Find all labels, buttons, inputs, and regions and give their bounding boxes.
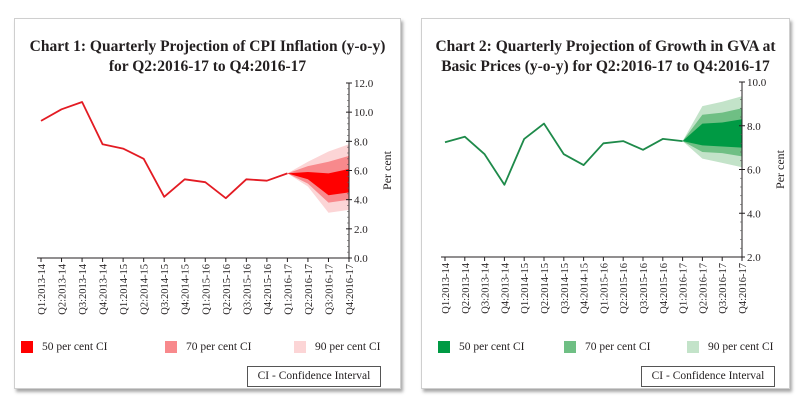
legend-label-70-ci: 70 per cent CI [186,341,252,353]
x-tick-label: Q2:2014-15 [540,263,551,314]
legend-label-70-ci: 70 per cent CI [585,341,651,353]
fan-band-50-ci [287,169,349,196]
legend-label-90-ci: 90 per cent CI [708,341,774,353]
y-tick-label: 10.0 [354,107,374,119]
x-tick-label: Q4:2015-16 [263,264,274,315]
x-tick-label: Q4:2013-14 [500,262,511,313]
x-tick-label: Q3:2014-15 [160,264,171,315]
x-tick-label: Q2:2016-17 [304,264,315,315]
x-tick-label: Q2:2013-14 [58,263,69,314]
y-tick-label: 8.0 [354,136,368,148]
chart-1-panel: Chart 1: Quarterly Projection of CPI Inf… [14,18,401,389]
legend-item-70-ci: 70 per cent CI [564,341,650,353]
y-tick-label: 4.0 [354,195,368,207]
x-tick-label: Q1:2016-17 [283,264,294,315]
x-tick-label: Q2:2016-17 [698,263,709,314]
y-axis-label: Per cent [773,149,787,189]
legend-swatch-90-ci [687,341,699,353]
x-tick-label: Q3:2015-16 [639,263,650,314]
x-tick-label: Q1:2013-14 [37,263,48,314]
chart-2-title-line-1: Chart 2: Quarterly Projection of Growth … [435,38,776,55]
x-tick-label: Q3:2016-17 [718,263,729,314]
x-tick-label: Q1:2015-16 [599,263,610,314]
x-tick-label: Q4:2015-16 [659,263,670,314]
legend-swatch-90-ci [294,341,306,353]
y-tick-label: 4.0 [747,208,761,220]
fan-band-50-ci [682,119,742,148]
x-tick-label: Q3:2016-17 [325,264,336,315]
legend-item-90-ci: 90 per cent CI [294,341,380,353]
legend-item-50-ci: 50 per cent CI [21,341,107,353]
legend-item-90-ci: 90 per cent CI [687,341,773,353]
y-tick-label: 0.0 [354,253,368,265]
chart-1-ci-note: CI - Confidence Interval [247,366,381,387]
y-tick-label: 6.0 [354,166,368,178]
y-tick-label: 2.0 [747,252,761,264]
legend-swatch-50-ci [21,341,33,353]
chart-1-title-line-1: Chart 1: Quarterly Projection of CPI Inf… [29,38,386,55]
y-tick-label: 12.0 [354,78,374,90]
chart-2-title: Chart 2: Quarterly Projection of Growth … [422,37,789,77]
legend-item-70-ci: 70 per cent CI [165,341,251,353]
legend-item-50-ci: 50 per cent CI [438,341,524,353]
x-tick-label: Q1:2016-17 [679,263,690,314]
x-tick-label: Q2:2015-16 [619,263,630,314]
legend-label-50-ci: 50 per cent CI [42,341,108,353]
legend-label-90-ci: 90 per cent CI [315,341,381,353]
chart-1-title: Chart 1: Quarterly Projection of CPI Inf… [15,37,400,77]
x-tick-label: Q3:2013-14 [78,263,89,314]
x-tick-label: Q4:2013-14 [99,263,110,314]
x-tick-label: Q3:2014-15 [560,263,571,314]
legend-swatch-50-ci [438,341,450,353]
x-tick-label: Q2:2015-16 [222,264,233,315]
chart-1-title-line-2: for Q2:2016-17 to Q4:2016-17 [108,58,307,75]
x-tick-label: Q4:2014-15 [580,263,591,314]
chart-2-ci-note: CI - Confidence Interval [641,366,775,387]
y-axis-label: Per cent [380,150,394,190]
x-tick-label: Q3:2015-16 [242,264,253,315]
chart-2-plot: Q1:2013-14 Q2:2013-14 Q3:2013-14 Q4:2013-14… [441,77,787,314]
series-line-actual [40,101,288,200]
x-tick-label: Q2:2014-15 [140,264,151,315]
x-tick-label: Q2:2013-14 [461,262,472,313]
x-tick-label: Q1:2014-15 [119,264,130,315]
chart-2-legend: 50 per cent CI 70 per cent CI 90 per cen… [422,341,789,357]
x-tick-label: Q1:2013-14 [441,262,452,313]
y-tick-label: 6.0 [747,165,761,177]
x-tick-label: Q1:2015-16 [201,264,212,315]
chart-1-plot: Q1:2013-14 Q2:2013-14 Q3:2013-14 Q4:2013-14… [37,78,394,315]
legend-swatch-70-ci [564,341,576,353]
x-tick-label: Q1:2014-15 [520,263,531,314]
y-tick-label: 2.0 [354,224,368,236]
x-tick-label: Q3:2013-14 [481,262,492,313]
series-line-actual [444,122,683,186]
chart-2-title-line-2: Basic Prices (y-o-y) for Q2:2016-17 to Q… [441,58,770,75]
legend-label-50-ci: 50 per cent CI [459,341,525,353]
chart-2-panel: Chart 2: Quarterly Projection of Growth … [421,18,790,389]
x-tick-label: Q4:2016-17 [345,264,356,315]
y-tick-label: 8.0 [747,121,761,133]
y-tick-label: 10.0 [747,77,767,89]
x-tick-label: Q4:2016-17 [738,263,749,314]
legend-swatch-70-ci [165,341,177,353]
chart-1-legend: 50 per cent CI 70 per cent CI 90 per cen… [15,341,400,357]
x-tick-label: Q4:2014-15 [181,264,192,315]
